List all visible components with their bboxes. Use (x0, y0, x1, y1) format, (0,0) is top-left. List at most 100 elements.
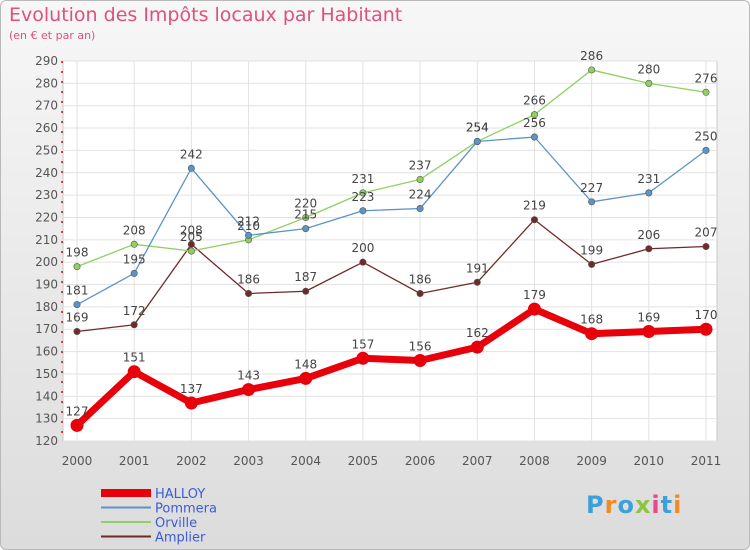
data-label-pommera: 212 (237, 214, 260, 228)
data-point-amplier (645, 245, 653, 253)
data-label-amplier: 169 (66, 310, 89, 324)
data-label-orville: 220 (294, 196, 317, 210)
data-label-pommera: 227 (580, 181, 603, 195)
data-point-halloy (642, 324, 656, 338)
data-point-amplier (245, 289, 253, 297)
data-label-amplier: 219 (523, 199, 546, 213)
y-tick-label: 180 (35, 300, 58, 314)
y-tick-label: 150 (35, 367, 58, 381)
x-tick-label: 2005 (348, 454, 379, 468)
x-tick-label: 2006 (405, 454, 436, 468)
data-point-halloy (585, 327, 599, 341)
data-label-amplier: 208 (180, 223, 203, 237)
data-label-amplier: 191 (466, 261, 489, 275)
data-label-orville: 266 (523, 94, 546, 108)
y-tick-label: 250 (35, 143, 58, 157)
data-label-orville: 286 (580, 49, 603, 63)
x-tick-label: 2000 (62, 454, 93, 468)
x-tick-label: 2010 (634, 454, 665, 468)
series-line-halloy (74, 305, 707, 428)
data-label-amplier: 186 (237, 272, 260, 286)
y-tick-label: 200 (35, 255, 58, 269)
y-tick-label: 170 (35, 322, 58, 336)
data-point-amplier (416, 289, 424, 297)
data-point-halloy (70, 418, 84, 432)
data-point-halloy (127, 365, 141, 379)
y-tick-label: 160 (35, 345, 58, 359)
data-label-amplier: 187 (294, 270, 317, 284)
series-line-amplier (76, 219, 707, 333)
series-line-pommera (76, 136, 707, 306)
data-label-halloy: 143 (237, 369, 260, 383)
data-label-pommera: 181 (66, 284, 89, 298)
data-point-amplier (130, 321, 138, 329)
y-tick-label: 280 (35, 76, 58, 90)
chart-title: Evolution des Impôts locaux par Habitant (9, 4, 403, 26)
y-tick-label: 140 (35, 389, 58, 403)
data-point-amplier (359, 258, 367, 266)
x-tick-label: 2002 (176, 454, 207, 468)
data-point-pommera (588, 198, 596, 206)
data-point-halloy (470, 340, 484, 354)
data-label-halloy: 137 (180, 382, 203, 396)
data-label-halloy: 151 (123, 351, 146, 365)
data-label-halloy: 127 (66, 404, 89, 418)
data-point-halloy (356, 351, 370, 365)
x-tick-label: 2008 (519, 454, 550, 468)
legend-label-pommera: Pommera (155, 502, 217, 517)
x-tick-label: 2001 (119, 454, 150, 468)
x-tick-label: 2004 (290, 454, 321, 468)
data-point-pommera (645, 189, 653, 197)
data-point-orville (416, 175, 424, 183)
data-label-orville: 208 (123, 223, 146, 237)
data-label-amplier: 206 (637, 228, 660, 242)
data-point-pommera (302, 225, 310, 233)
data-label-orville: 254 (466, 120, 489, 134)
data-point-pommera (416, 205, 424, 213)
data-point-pommera (187, 164, 195, 172)
series-line-orville (76, 69, 707, 268)
data-label-halloy: 156 (409, 340, 432, 354)
data-label-halloy: 162 (466, 326, 489, 340)
x-tick-label: 2011 (691, 454, 722, 468)
data-label-halloy: 179 (523, 288, 546, 302)
data-label-orville: 280 (637, 62, 660, 76)
data-label-halloy: 169 (637, 310, 660, 324)
data-label-amplier: 172 (123, 304, 146, 318)
data-label-amplier: 207 (695, 226, 718, 240)
data-point-amplier (588, 260, 596, 268)
data-label-amplier: 186 (409, 272, 432, 286)
data-point-pommera (702, 146, 710, 154)
data-point-amplier (530, 216, 538, 224)
data-point-pommera (359, 207, 367, 215)
data-point-pommera (473, 137, 481, 145)
x-tick-label: 2009 (576, 454, 607, 468)
data-point-pommera (530, 133, 538, 141)
data-label-halloy: 170 (695, 308, 718, 322)
data-label-orville: 237 (409, 158, 432, 172)
data-label-pommera: 231 (637, 172, 660, 186)
data-label-pommera: 215 (294, 208, 317, 222)
x-tick-label: 2003 (233, 454, 264, 468)
data-label-pommera: 223 (351, 190, 374, 204)
y-tick-label: 210 (35, 233, 58, 247)
data-label-amplier: 200 (351, 241, 374, 255)
y-tick-label: 270 (35, 99, 58, 113)
data-point-orville (530, 111, 538, 119)
y-tick-label: 260 (35, 121, 58, 135)
data-point-orville (187, 247, 195, 255)
data-point-amplier (702, 243, 710, 251)
data-point-halloy (242, 383, 256, 397)
data-point-orville (130, 240, 138, 248)
data-label-pommera: 195 (123, 252, 146, 266)
y-tick-label: 230 (35, 188, 58, 202)
data-label-orville: 231 (351, 172, 374, 186)
y-tick-label: 220 (35, 210, 58, 224)
data-point-orville (645, 79, 653, 87)
y-tick-label: 290 (35, 54, 58, 68)
data-point-pommera (245, 231, 253, 239)
data-label-pommera: 256 (523, 116, 546, 130)
data-point-pommera (130, 269, 138, 277)
